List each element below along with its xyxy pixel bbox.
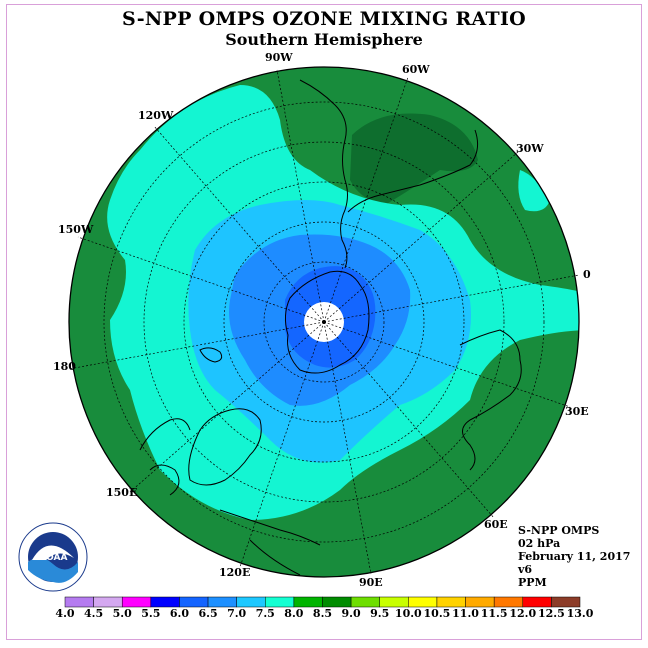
lon-label-30e: 30E — [565, 405, 589, 418]
lon-label-150w: 150W — [58, 223, 94, 236]
lon-label-180: 180 — [53, 360, 76, 373]
south-pole-marker — [322, 320, 326, 324]
lon-label-120e: 120E — [219, 566, 251, 579]
colorbar-tick-label: 12.0 — [509, 607, 537, 620]
colorbar-tick-label: 8.0 — [284, 607, 304, 620]
colorbar-tick-label: 12.5 — [537, 607, 565, 620]
colorbar-swatch — [207, 596, 237, 608]
colorbar-tick-label: 6.5 — [198, 607, 218, 620]
graticule — [68, 69, 580, 575]
lon-label-30w: 30W — [516, 142, 544, 155]
colorbar-swatch — [408, 596, 438, 608]
colorbar-swatch — [150, 596, 180, 608]
colorbar-swatch — [293, 596, 323, 608]
lon-label-0: 0 — [583, 268, 591, 281]
colorbar-swatch — [522, 596, 552, 608]
lon-label-120w: 120W — [138, 109, 174, 122]
noaa-logo: NOAA — [18, 522, 88, 592]
lon-label-90w: 90W — [265, 51, 293, 64]
colorbar-swatch — [265, 596, 295, 608]
colorbar-tick-label: 10.0 — [394, 607, 422, 620]
colorbar-swatch — [350, 596, 380, 608]
map-boundary — [68, 66, 580, 578]
info-block: S-NPP OMPS 02 hPa February 11, 2017 v6 P… — [518, 524, 630, 589]
colorbar-tick-label: 9.5 — [370, 607, 390, 620]
colorbar-tick-label: 7.0 — [227, 607, 247, 620]
colorbar-tick-label: 6.0 — [169, 607, 189, 620]
colorbar — [64, 596, 581, 608]
colorbar-tick-label: 9.0 — [341, 607, 361, 620]
colorbar-tick-label: 5.5 — [141, 607, 161, 620]
colorbar-swatch — [465, 596, 495, 608]
ozone-band-8-5 — [350, 113, 478, 205]
colorbar-tick-label: 11.0 — [452, 607, 479, 620]
info-units: PPM — [518, 576, 547, 589]
lon-label-150e: 150E — [106, 486, 138, 499]
colorbar-swatch — [379, 596, 409, 608]
colorbar-tick-label: 8.5 — [312, 607, 333, 620]
info-level: 02 hPa — [518, 537, 561, 550]
figure-frame — [6, 4, 642, 640]
colorbar-tick-label: 11.5 — [480, 607, 508, 620]
colorbar-tick-label: 10.5 — [423, 607, 451, 620]
colorbar-swatch — [436, 596, 466, 608]
colorbar-tick-label: 13.0 — [566, 607, 594, 620]
logo-text: NOAA — [39, 553, 68, 563]
colorbar-swatch — [179, 596, 209, 608]
map-subtitle: Southern Hemisphere — [225, 30, 423, 49]
ozone-band-7-5-patch — [518, 170, 550, 212]
info-date: February 11, 2017 — [518, 550, 631, 563]
colorbar-swatch — [93, 596, 123, 608]
info-version: v6 — [518, 563, 533, 576]
colorbar-tick-label: 5.0 — [112, 607, 132, 620]
colorbar-swatch — [322, 596, 352, 608]
colorbar-tick-label: 4.5 — [84, 607, 104, 620]
colorbar-tick-label: 4.0 — [55, 607, 75, 620]
colorbar-swatch — [551, 596, 581, 608]
colorbar-tick-label: 7.5 — [255, 607, 275, 620]
lon-label-60w: 60W — [402, 63, 430, 76]
lon-label-60e: 60E — [484, 518, 508, 531]
info-instrument: S-NPP OMPS — [518, 524, 600, 537]
colorbar-swatch — [121, 596, 152, 608]
coastlines — [139, 79, 522, 576]
colorbar-swatch — [236, 596, 266, 608]
map-title: S-NPP OMPS OZONE MIXING RATIO — [121, 8, 527, 30]
lon-label-90e: 90E — [359, 576, 383, 589]
colorbar-swatch — [493, 596, 524, 608]
colorbar-swatch — [64, 596, 94, 608]
